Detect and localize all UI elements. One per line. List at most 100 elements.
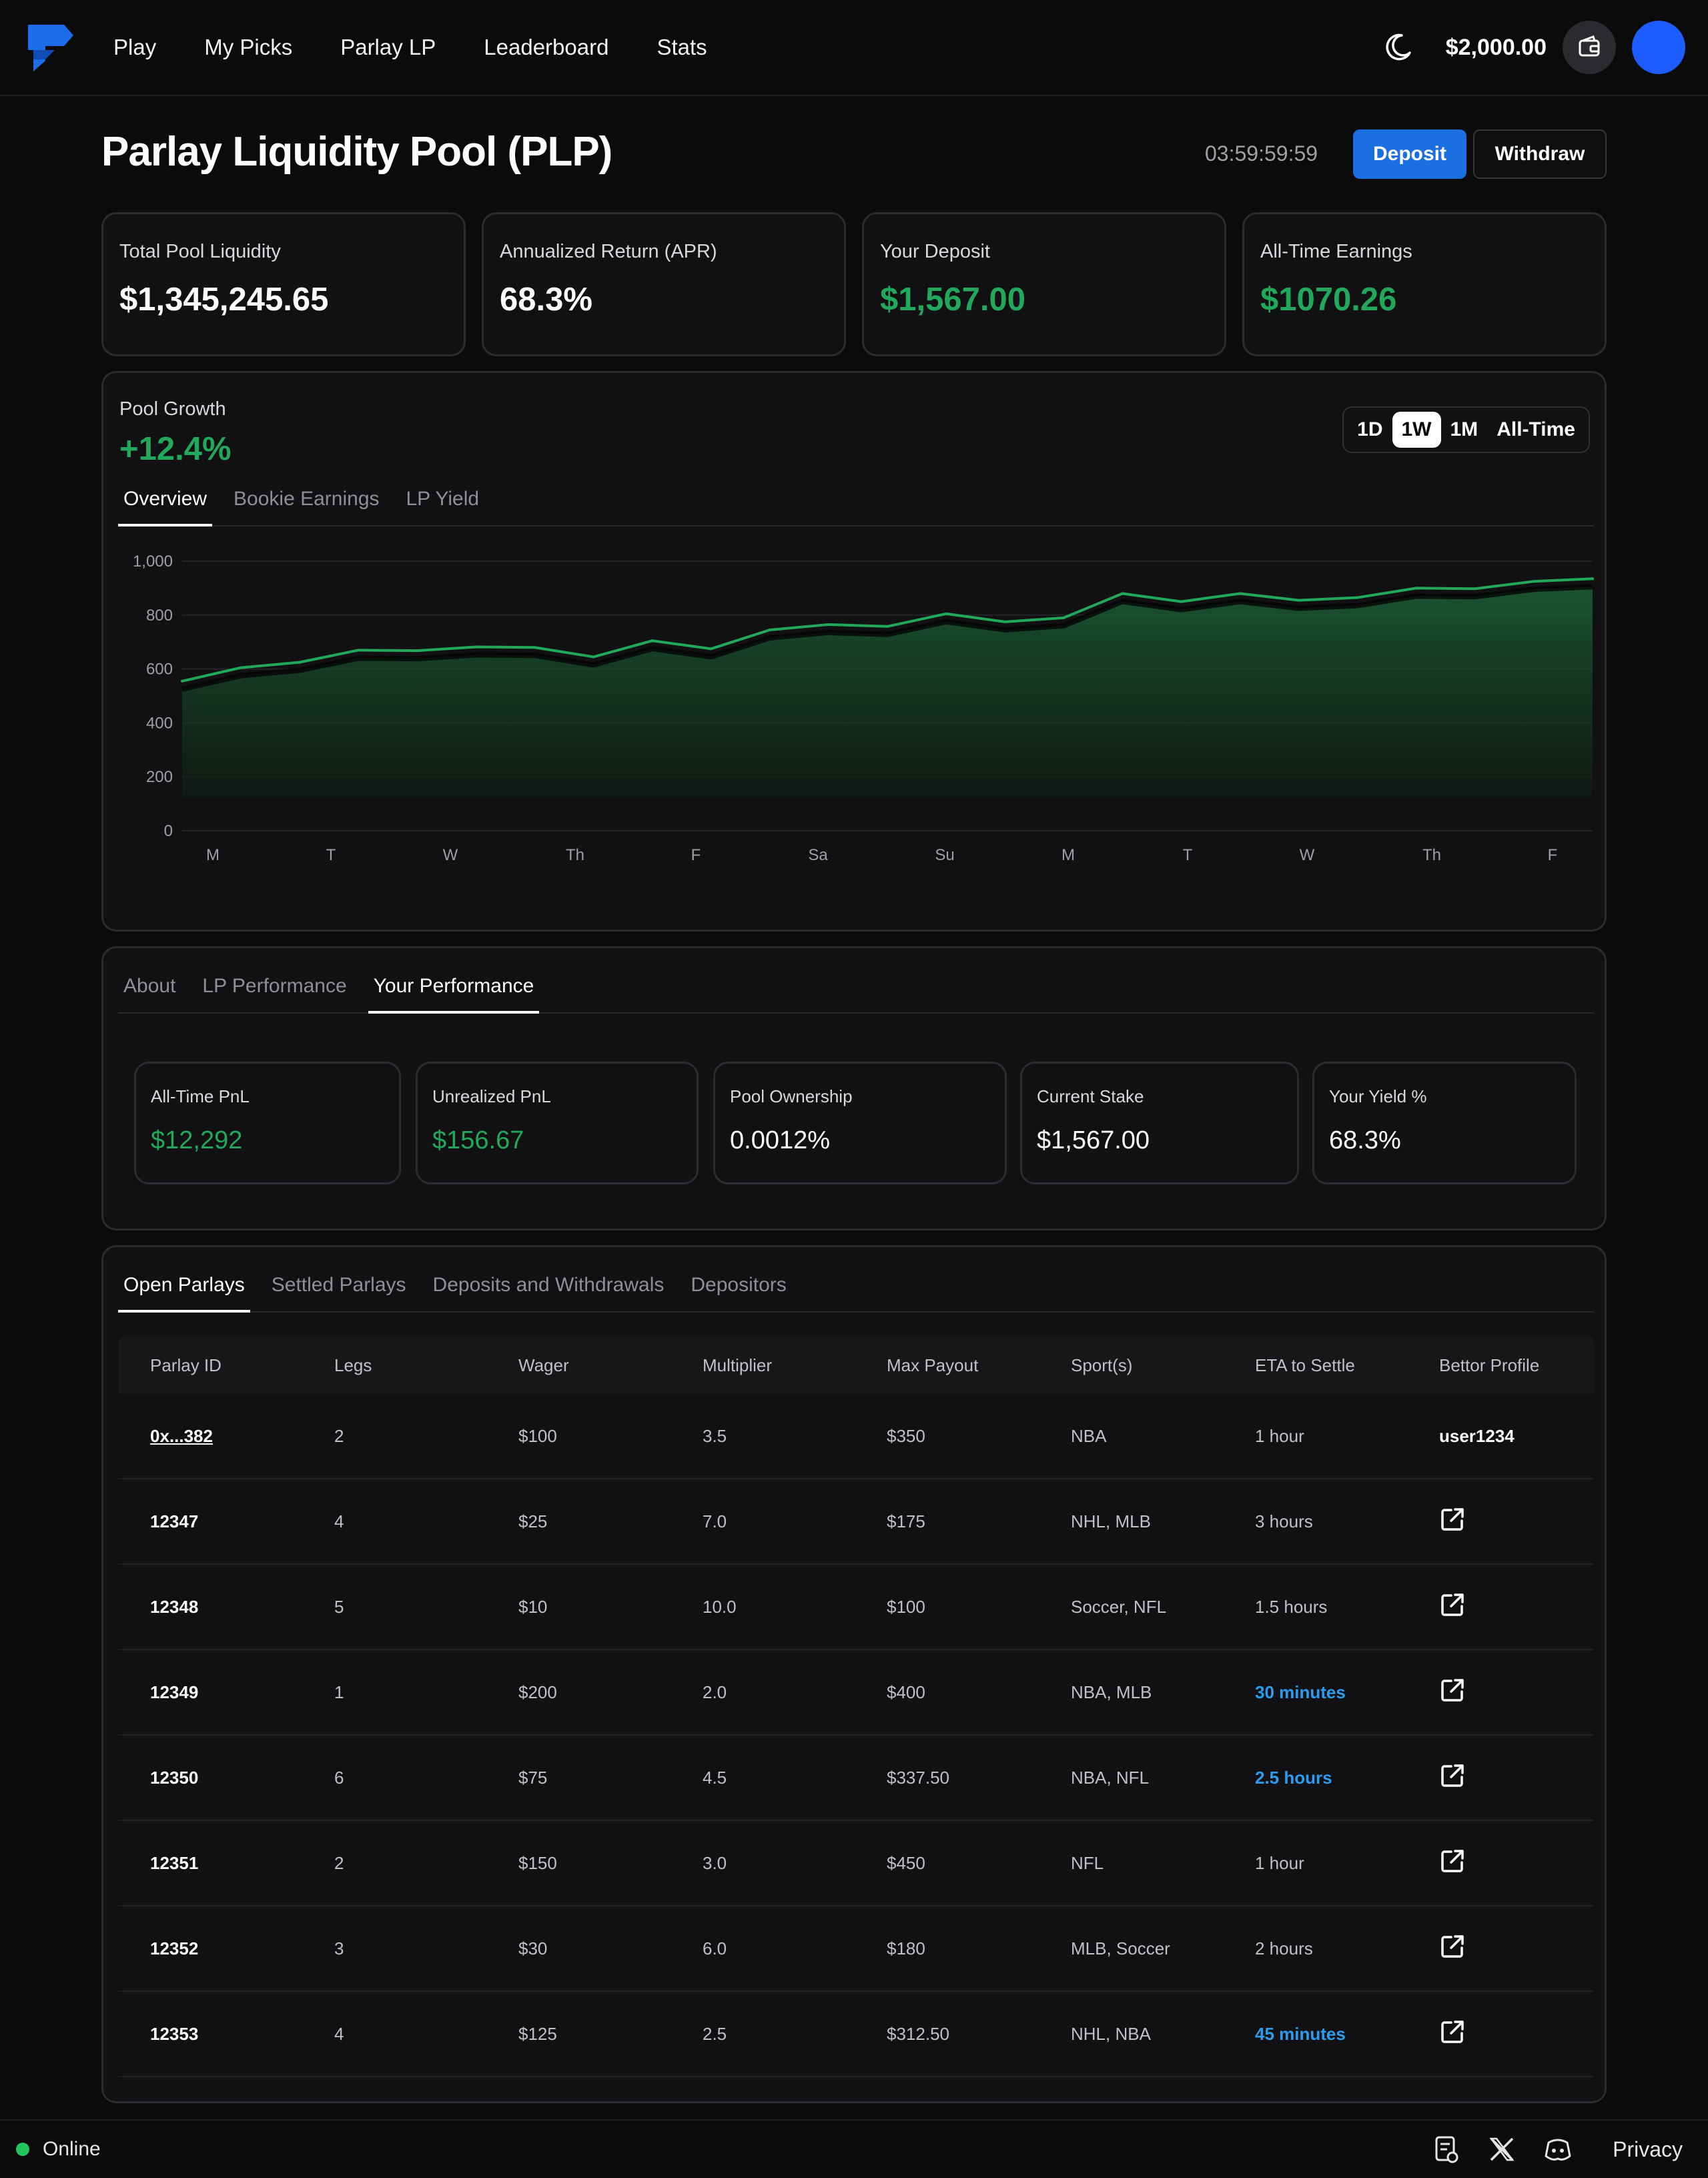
x-tick-label: Th [1422, 846, 1441, 864]
col-wager[interactable]: Wager [518, 1355, 569, 1375]
chart-point [181, 679, 183, 683]
chart-point [1356, 596, 1359, 599]
wallet-icon [1579, 35, 1600, 57]
withdraw-button[interactable]: Withdraw [1473, 129, 1607, 179]
docs-icon[interactable] [1431, 2135, 1460, 2164]
stat-value: $1,567.00 [880, 282, 1025, 318]
table-row[interactable]: 12350 6 $75 4.5 $337.50 NBA, NFL 2.5 hours [118, 1736, 1594, 1821]
wallet-balance: $2,000.00 [1445, 34, 1547, 60]
tab-lp-yield[interactable]: LP Yield [406, 488, 480, 510]
cell-eta: 2.5 hours [1255, 1767, 1332, 1788]
col-legs[interactable]: Legs [334, 1355, 372, 1375]
tab-settled-parlays[interactable]: Settled Parlays [271, 1274, 406, 1296]
table-row[interactable]: 12347 4 $25 7.0 $175 NHL, MLB 3 hours [118, 1479, 1594, 1565]
col-multiplier[interactable]: Multiplier [703, 1355, 773, 1375]
tab-depositors[interactable]: Depositors [691, 1274, 787, 1296]
cell-legs: 6 [334, 1767, 344, 1788]
moon-icon[interactable] [1382, 31, 1414, 63]
cell-max-payout: $350 [887, 1425, 925, 1446]
tab-deposits-withdrawals[interactable]: Deposits and Withdrawals [432, 1274, 665, 1296]
bettor-profile-link[interactable] [1407, 1762, 1594, 1794]
avatar[interactable] [1632, 21, 1685, 74]
deposit-button[interactable]: Deposit [1353, 129, 1466, 179]
table-row[interactable]: 12352 3 $30 6.0 $180 MLB, Soccer 2 hours [118, 1906, 1594, 1992]
col-bettor-profile[interactable]: Bettor Profile [1439, 1355, 1540, 1375]
tab-open-parlays[interactable]: Open Parlays [118, 1274, 250, 1313]
chart-point [240, 666, 243, 669]
tab-lp-performance[interactable]: LP Performance [202, 975, 347, 997]
col-sports[interactable]: Sport(s) [1071, 1355, 1133, 1375]
x-tick-label: M [206, 846, 220, 864]
range-1w[interactable]: 1W [1392, 412, 1441, 448]
table-row[interactable]: 12348 5 $10 10.0 $100 Soccer, NFL 1.5 hours [118, 1565, 1594, 1650]
chart-point [1238, 592, 1242, 595]
pool-growth-card: Pool Growth +12.4% 1D 1W 1M All-Time Ove… [101, 371, 1607, 932]
cell-parlay-id[interactable]: 0x...382 [150, 1425, 213, 1446]
cell-sports: NBA, MLB [1071, 1682, 1152, 1702]
perf-value: 68.3% [1329, 1126, 1401, 1154]
table-row[interactable]: 12349 1 $200 2.0 $400 NBA, MLB 30 minutes [118, 1650, 1594, 1736]
bettor-profile-link[interactable] [1407, 1848, 1594, 1879]
stat-card-apr: Annualized Return (APR) 68.3% [482, 212, 846, 356]
bettor-profile-link[interactable] [1407, 1506, 1594, 1537]
y-tick-label: 200 [146, 768, 173, 786]
perf-value: 0.0012% [730, 1126, 831, 1154]
bettor-profile-link[interactable] [1407, 1677, 1594, 1708]
nav-my-picks[interactable]: My Picks [204, 35, 293, 59]
chart-point [592, 655, 595, 659]
tab-about[interactable]: About [123, 975, 176, 997]
nav-play[interactable]: Play [113, 35, 157, 59]
tab-bookie-earnings[interactable]: Bookie Earnings [234, 488, 380, 510]
nav-stats[interactable]: Stats [657, 35, 707, 59]
tab-your-performance[interactable]: Your Performance [368, 975, 540, 1014]
table-row[interactable]: 12353 4 $125 2.5 $312.50 NHL, NBA 45 minutes [118, 1992, 1594, 2077]
y-tick-label: 800 [146, 607, 173, 625]
cell-sports: NHL, MLB [1071, 1511, 1151, 1531]
col-max-payout[interactable]: Max Payout [887, 1355, 979, 1375]
bettor-profile-link[interactable] [1407, 1591, 1594, 1623]
connection-status: Online [43, 2138, 101, 2160]
cell-legs: 5 [334, 1596, 344, 1617]
app-logo-icon[interactable] [23, 21, 73, 74]
chart-point [1297, 599, 1300, 602]
chart-point [474, 645, 478, 649]
x-tick-label: Th [566, 846, 584, 864]
perf-card-unrealized-pnl: Unrealized PnL $156.67 [416, 1062, 699, 1184]
col-eta[interactable]: ETA to Settle [1255, 1355, 1355, 1375]
cell-parlay-id: 12350 [150, 1767, 199, 1788]
cell-sports: NBA, NFL [1071, 1767, 1150, 1788]
cell-wager: $200 [518, 1682, 557, 1702]
y-tick-label: 600 [146, 661, 173, 679]
y-tick-label: 0 [164, 822, 173, 840]
cell-max-payout: $180 [887, 1938, 925, 1958]
cell-multiplier: 3.5 [703, 1425, 727, 1446]
discord-icon[interactable] [1543, 2135, 1573, 2164]
chart-area [182, 587, 1593, 797]
x-twitter-icon[interactable] [1487, 2135, 1517, 2164]
range-all-time[interactable]: All-Time [1497, 418, 1575, 440]
perf-card-your-yield: Your Yield % 68.3% [1312, 1062, 1577, 1184]
perf-label: Pool Ownership [730, 1086, 853, 1106]
chart-point [945, 612, 948, 615]
range-1m[interactable]: 1M [1450, 418, 1478, 440]
nav-leaderboard[interactable]: Leaderboard [484, 35, 609, 59]
cell-sports: Soccer, NFL [1071, 1596, 1167, 1617]
bettor-profile-link[interactable] [1407, 2019, 1594, 2050]
tab-overview[interactable]: Overview [118, 488, 213, 526]
privacy-link[interactable]: Privacy [1613, 2137, 1683, 2161]
col-parlay-id[interactable]: Parlay ID [150, 1355, 222, 1375]
wallet-button[interactable] [1563, 21, 1616, 74]
cell-multiplier: 2.0 [703, 1682, 727, 1702]
chart-point [1180, 600, 1183, 603]
bettor-profile-link[interactable] [1407, 1933, 1594, 1964]
range-1d[interactable]: 1D [1357, 418, 1383, 440]
stat-card-your-deposit: Your Deposit $1,567.00 [862, 212, 1226, 356]
nav-right: $2,000.00 [1382, 21, 1685, 74]
table-row[interactable]: 12351 2 $150 3.0 $450 NFL 1 hour [118, 1821, 1594, 1906]
table-row[interactable]: 0x...382 2 $100 3.5 $350 NBA 1 hour user1234 [118, 1394, 1594, 1479]
x-tick-label: Sa [808, 846, 828, 864]
stat-value: $1,345,245.65 [119, 282, 329, 318]
cell-wager: $125 [518, 2023, 557, 2044]
cell-legs: 1 [334, 1682, 344, 1702]
nav-parlay-lp[interactable]: Parlay LP [340, 35, 436, 59]
